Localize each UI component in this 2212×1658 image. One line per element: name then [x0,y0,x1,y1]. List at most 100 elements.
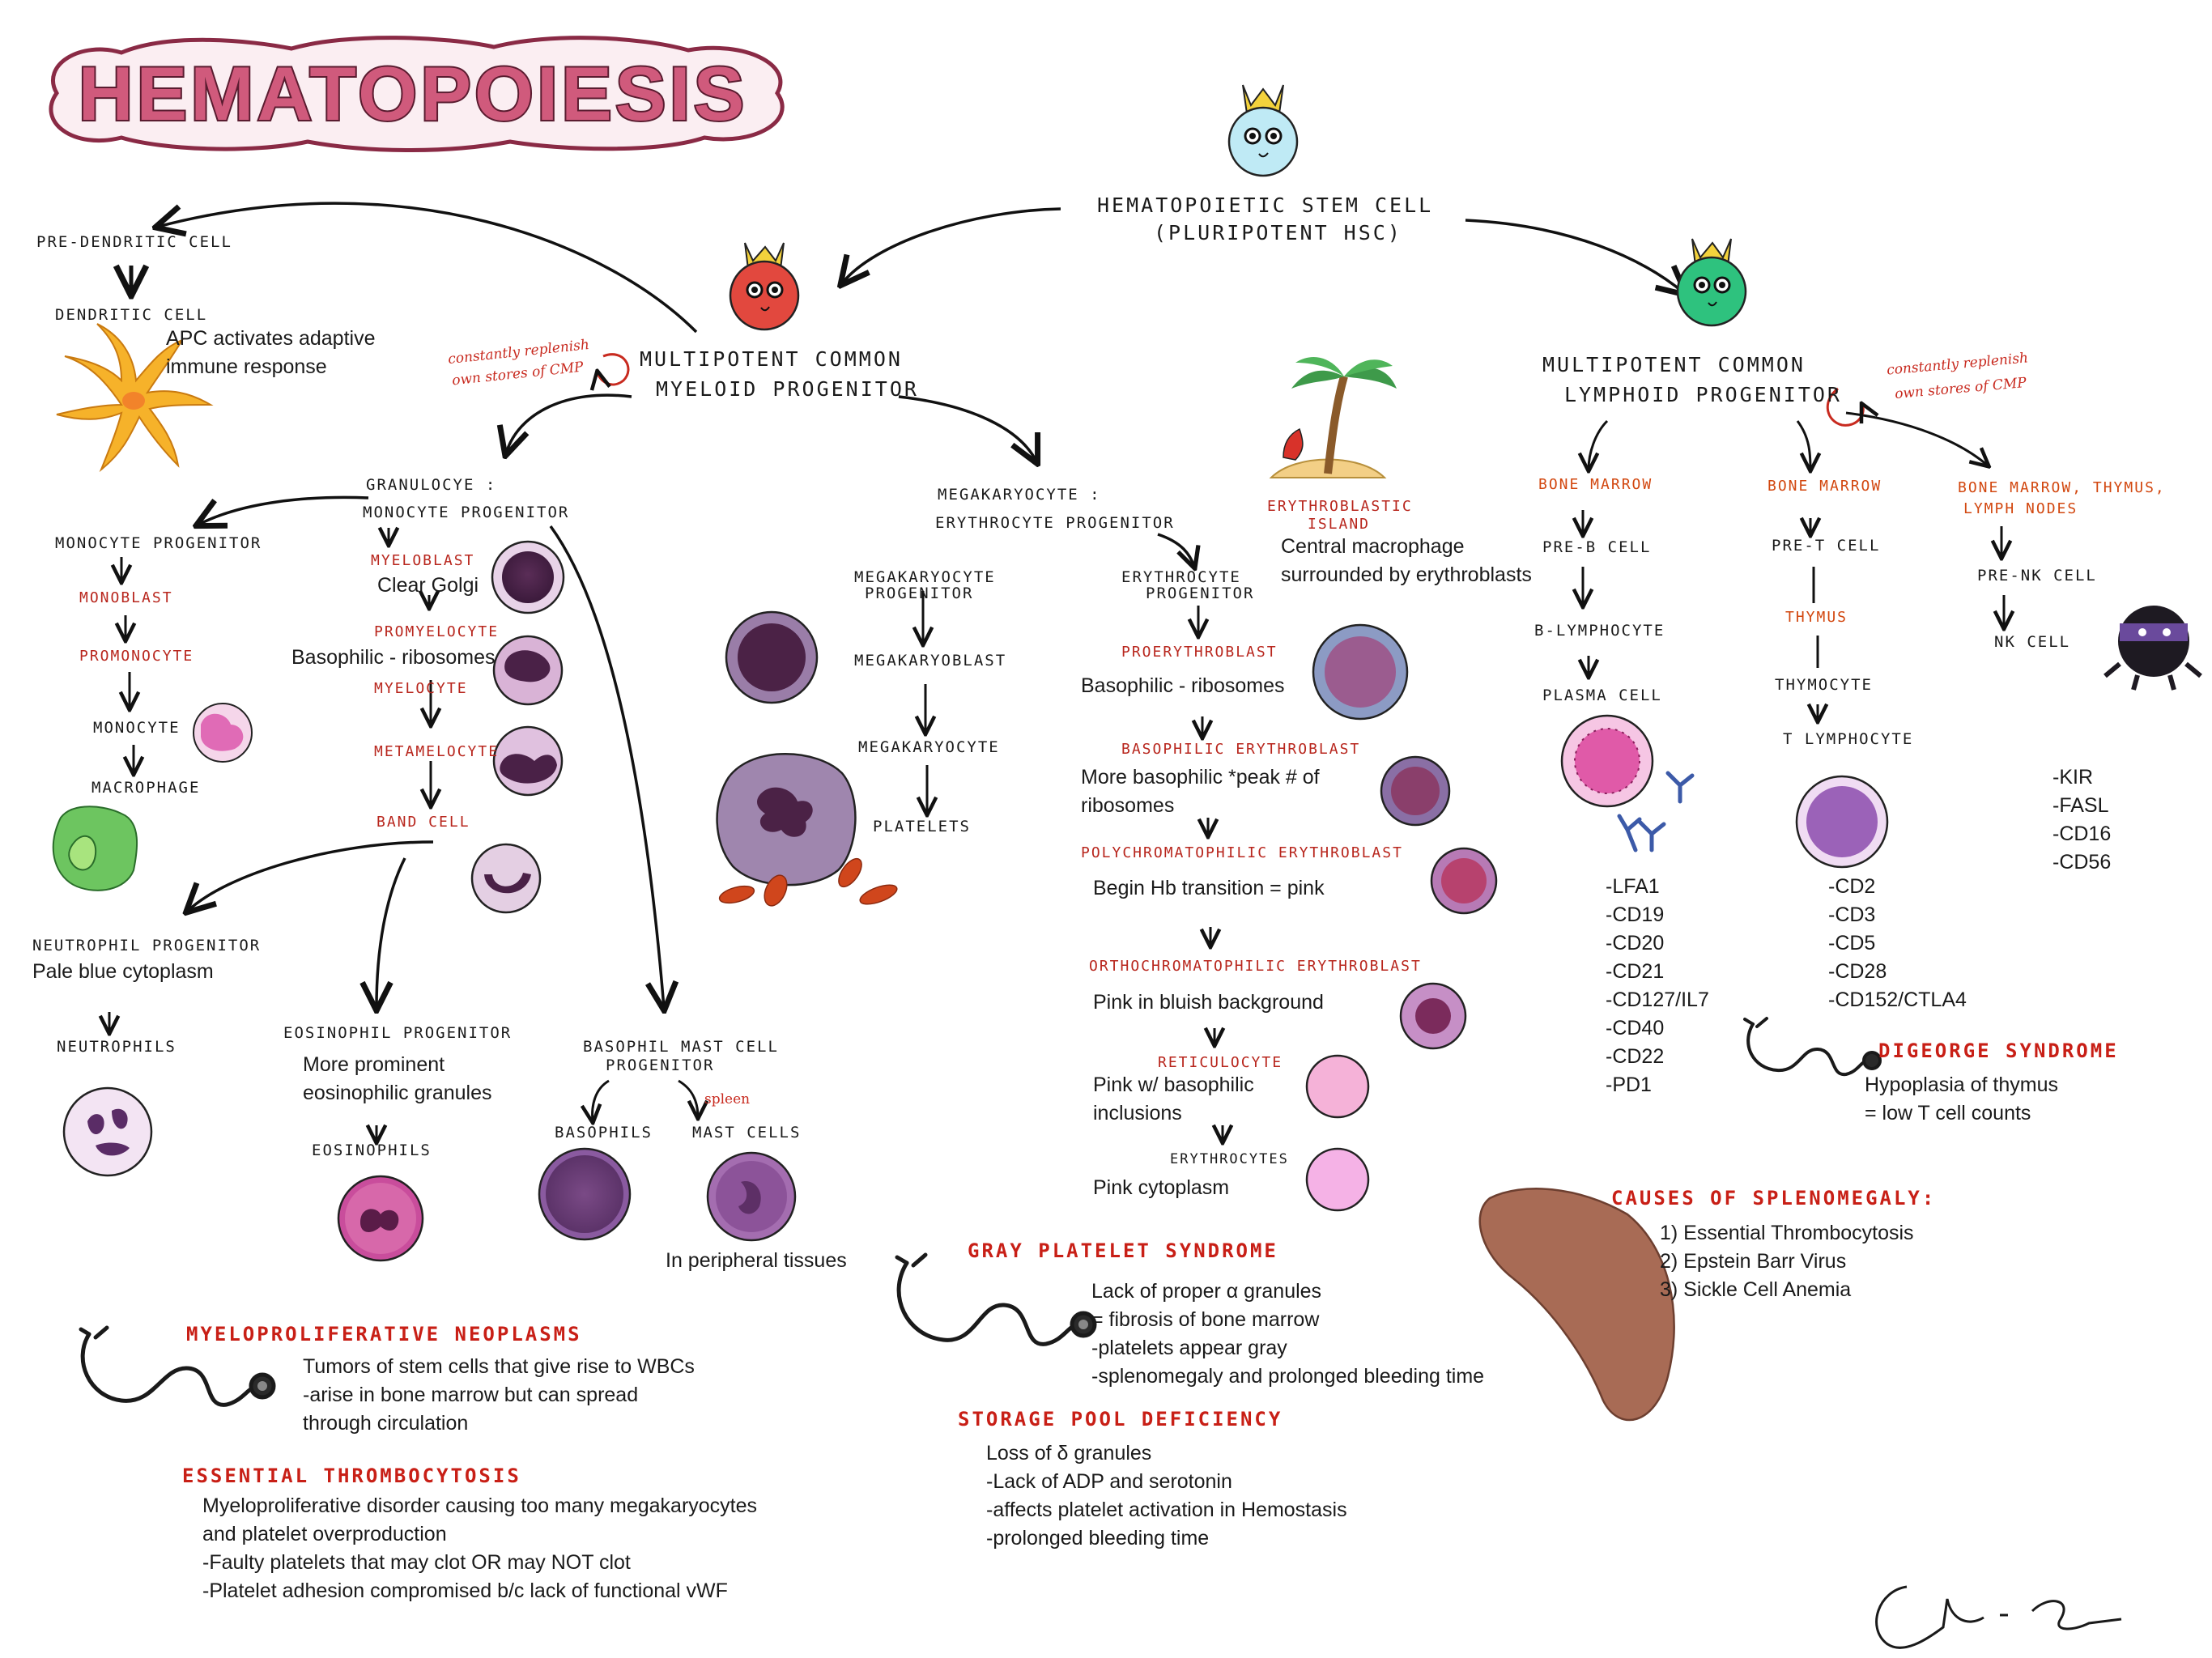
erythrocyte-progenitor-line1: Erythrocyte [1121,568,1241,586]
title-banner: HEMATOPOIESIS [49,36,785,152]
myelocyte-label: Myelocyte [374,680,468,697]
platelets-label: Platelets [873,818,971,835]
eosinophil-desc-line2: eosinophilic granules [303,1082,492,1104]
reticulocyte-label: Reticulocyte [1158,1054,1283,1071]
page-title: HEMATOPOIESIS [79,51,748,136]
basophil-progenitor-line2: progenitor [606,1056,715,1074]
basophil-cell-icon [538,1147,632,1241]
erythrocytes-desc: Pink cytoplasm [1093,1176,1230,1199]
gray-platelet-line: -splenomegaly and prolonged bleeding tim… [1091,1365,1485,1388]
gray-platelet-line: -platelets appear gray [1091,1337,1287,1359]
neutrophil-desc: Pale blue cytoplasm [32,960,214,983]
b-cell-marker: -CD20 [1606,932,1665,954]
b-cell-marker: -CD19 [1606,903,1665,926]
eosinophil-progenitor-label: Eosinophil progenitor [283,1024,513,1042]
reticulocyte-cell-icon [1305,1054,1370,1119]
t-cell-marker: -CD2 [1828,875,1876,898]
megerythro-label-line1: Megakaryocyte : [938,486,1101,504]
b-cell-marker: -CD22 [1606,1045,1665,1068]
pre-t-cell-label: Pre-T cell [1772,537,1881,555]
promyelocyte-desc: Basophilic - ribosomes [291,646,496,669]
hsc-label-line1: Hematopoietic stem cell [1097,193,1434,217]
myeloid-cell-icon [729,242,800,331]
nk-cell-site-line2: lymph nodes [1963,500,2078,517]
et-title: Essential thrombocytosis [182,1465,521,1487]
t-cell-site-label: Bone marrow [1767,478,1882,495]
plasma-cell-icon [1560,714,1654,808]
basophilic-erythroblast-desc-line2: ribosomes [1081,794,1175,817]
macrophage-cell-icon [52,806,138,891]
basophilic-erythroblast-label: Basophilic erythroblast [1121,741,1361,758]
megakaryocyte-progenitor-line2: progenitor [865,585,974,602]
nk-cell-marker: -FASL [2052,794,2109,817]
recycle-arrow-icon [1826,387,1863,427]
pre-b-cell-label: Pre-B cell [1542,538,1652,556]
lymphoid-label-line1: Multipotent common [1542,353,1806,376]
neutrophil-progenitor-label: Neutrophil progenitor [32,937,262,954]
b-cell-marker: -CD127/IL7 [1606,988,1709,1011]
band-cell-label: Band cell [376,814,470,831]
flow-arrows [158,202,1684,1008]
storage-pool-line: Loss of δ granules [986,1442,1152,1465]
storage-pool-title: Storage pool deficiency [958,1408,1283,1431]
proerythroblast-cell-icon [1312,623,1409,721]
polychromatophilic-erythroblast-desc: Begin Hb transition = pink [1093,877,1325,899]
hsc-label-line2: (pluripotent HSC) [1154,221,1402,244]
et-line: -Faulty platelets that may clot OR may N… [202,1551,631,1574]
nk-cell-marker: -KIR [2052,766,2093,789]
dendritic-desc-line1: APC activates adaptive [166,327,376,350]
dendritic-desc-line2: immune response [166,355,327,378]
et-line: -Platelet adhesion compromised b/c lack … [202,1579,728,1602]
antibody-icon [1617,771,1695,852]
t-cell-marker: -CD152/CTLA4 [1828,988,1967,1011]
nk-cell-label: NK cell [1994,633,2071,651]
myeloblast-cell-icon [491,540,565,614]
reticulocyte-desc-line1: Pink w/ basophilic [1093,1073,1254,1096]
basophilic-erythroblast-cell-icon [1380,755,1451,827]
b-cell-marker: -PD1 [1606,1073,1652,1096]
plasma-cell-label: Plasma cell [1542,687,1662,704]
palm-island-icon [1269,357,1397,478]
gray-platelet-title: Gray platelet syndrome [968,1239,1278,1262]
polychromatophilic-erythroblast-label: Polychromatophilic erythroblast [1081,844,1403,861]
orthochromatophilic-erythroblast-label: Orthochromatophilic erythroblast [1089,958,1422,975]
monoblast-label: Monoblast [79,589,173,606]
t-cell-marker: -CD3 [1828,903,1876,926]
mast-cell-icon [706,1151,797,1242]
nk-cell-site-line1: Bone marrow, thymus, [1958,479,2166,496]
mast-cells-label: Mast cells [692,1124,802,1141]
splenomegaly-title: Causes of splenomegaly: [1611,1187,1937,1209]
reticulocyte-desc-line2: inclusions [1093,1102,1182,1124]
thymus-label: Thymus [1785,609,1848,626]
et-line: Myeloproliferative disorder causing too … [202,1494,758,1517]
monocyte-progenitor-label: Monocyte progenitor [55,534,262,552]
splenomegaly-item: 2) Epstein Barr Virus [1660,1250,1847,1273]
eosinophil-desc-line1: More prominent [303,1053,445,1076]
eosinophil-cell-icon [337,1175,424,1262]
polychromatophilic-erythroblast-cell-icon [1430,847,1498,915]
myeloblast-desc: Clear Golgi [377,574,479,597]
mpn-line: Tumors of stem cells that give rise to W… [303,1355,695,1378]
megakaryoblast-label: Megakaryoblast [854,652,1007,670]
basophilic-erythroblast-desc-line1: More basophilic *peak # of [1081,766,1320,789]
gray-platelet-line: = fibrosis of bone marrow [1091,1308,1320,1331]
metamyelocyte-label: Metamelocyte [374,743,500,760]
spleen-note: spleen [704,1091,751,1107]
erythrocytes-label: Erythrocytes [1170,1151,1289,1167]
erythroblastic-island-desc-line1: Central macrophage [1281,535,1465,558]
megakaryocyte-progenitor-line1: Megakaryocyte [854,568,996,586]
orthochromatophilic-erythroblast-desc: Pink in bluish background [1093,991,1324,1014]
granulocyte-label-line1: Granulocye : [366,476,497,494]
eosinophils-label: Eosinophils [312,1141,432,1159]
granulocyte-label-line2: monocyte progenitor [363,504,570,521]
digeorge-desc-line1: Hypoplasia of thymus [1865,1073,2059,1096]
lymphoid-label-line2: lymphoid progenitor [1564,383,1842,406]
dendritic-cell-icon [56,323,214,473]
stethoscope-icon [79,1325,276,1407]
erythroblastic-island-label-line1: Erythroblastic [1267,498,1413,515]
author-signature [1875,1585,2122,1649]
megerythro-label-line2: erythrocyte progenitor [935,514,1175,532]
metamyelocyte-cell-icon [492,725,564,797]
mpn-title: Myeloproliferative neoplasms [186,1323,582,1346]
band-cell-icon [470,843,542,914]
